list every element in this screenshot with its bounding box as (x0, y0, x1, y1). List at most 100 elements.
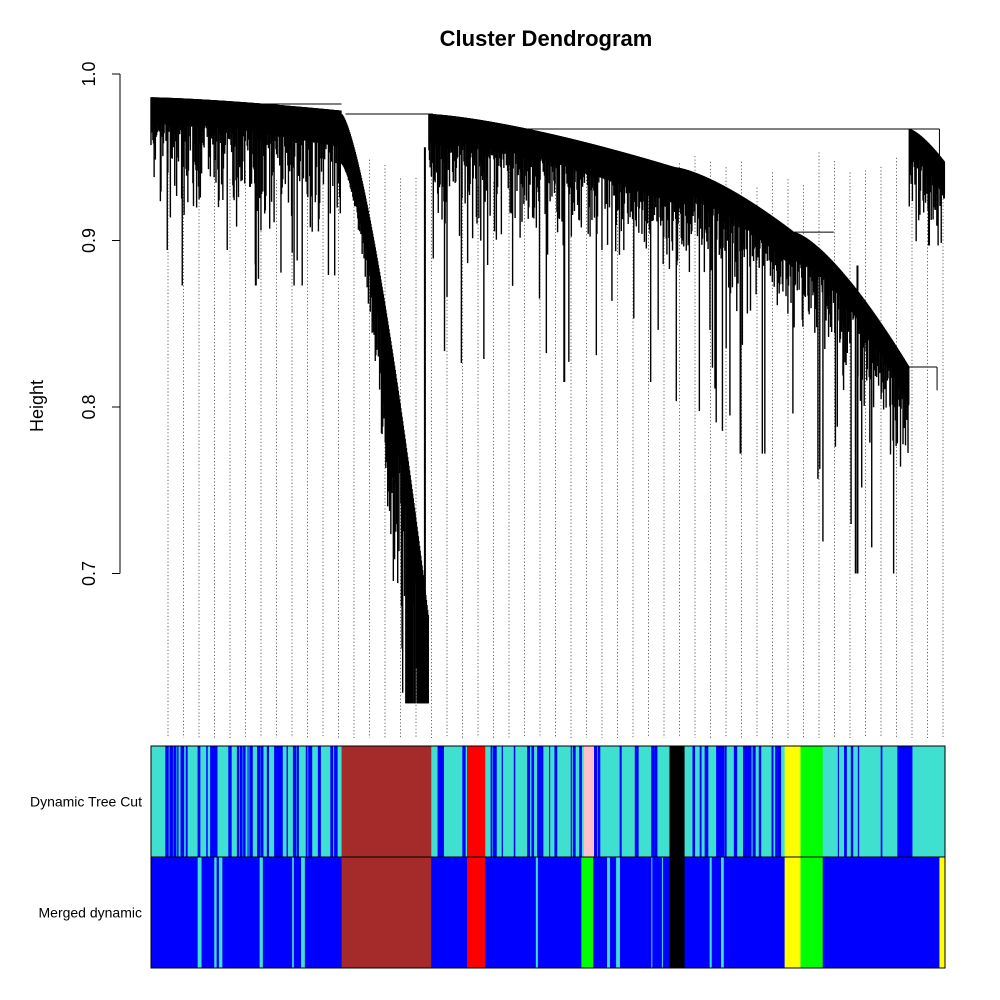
color-stripe (513, 746, 516, 857)
color-stripe (651, 857, 653, 968)
color-stripe (743, 746, 747, 857)
color-stripe (654, 746, 658, 857)
y-axis-label: Height (27, 380, 47, 432)
color-stripe (276, 746, 280, 857)
color-stripe (274, 746, 278, 857)
color-stripe (249, 746, 253, 857)
module-segment (581, 857, 594, 968)
color-stripe (857, 746, 860, 857)
module-segment (784, 746, 801, 857)
color-stripe (570, 746, 572, 857)
color-stripe (661, 857, 663, 968)
leaf-guide-lines (167, 150, 944, 738)
color-stripe (709, 857, 712, 968)
color-stripe (301, 857, 305, 968)
color-stripe (771, 746, 774, 857)
color-stripe (206, 746, 208, 857)
module-segment (583, 746, 595, 857)
module-segment (800, 746, 823, 857)
color-stripe (330, 746, 334, 857)
color-stripe (634, 746, 639, 857)
color-stripe (607, 857, 610, 968)
module-segment (341, 857, 432, 968)
color-stripe (537, 746, 541, 857)
module-segment (784, 857, 801, 968)
color-stripe (593, 746, 598, 857)
color-stripe (704, 746, 709, 857)
module-segment (467, 746, 486, 857)
color-stripe (619, 746, 622, 857)
color-stripe (293, 746, 297, 857)
color-stripe (651, 746, 655, 857)
chart-title: Cluster Dendrogram (440, 26, 653, 51)
color-stripe (165, 746, 168, 857)
module-segment (800, 857, 823, 968)
color-stripe (214, 746, 218, 857)
color-stripe (501, 746, 503, 857)
color-stripe (296, 746, 299, 857)
tree-cluster (150, 97, 342, 286)
color-stripe (212, 746, 216, 857)
color-stripe (747, 746, 751, 857)
dendrogram-tree (150, 97, 946, 704)
color-stripe (180, 746, 185, 857)
color-stripe (692, 746, 695, 857)
color-stripe (266, 746, 269, 857)
color-stripe (535, 857, 538, 968)
color-stripe (305, 746, 308, 857)
color-stripe (247, 746, 249, 857)
color-stripe (880, 746, 883, 857)
color-stripe (758, 746, 762, 857)
color-stripe (733, 746, 737, 857)
color-stripe (721, 857, 724, 968)
color-stripe (752, 746, 756, 857)
color-stripe (214, 857, 217, 968)
color-stripe (837, 746, 839, 857)
tree-cluster (428, 113, 676, 383)
module-segment (467, 857, 486, 968)
color-stripe (292, 857, 294, 968)
tree-canopy (675, 167, 795, 269)
color-stripe (177, 746, 179, 857)
tree-cluster (674, 167, 795, 454)
module-segment (669, 746, 685, 857)
color-stripe (778, 746, 782, 857)
color-stripe (317, 746, 321, 857)
color-stripe (441, 746, 444, 857)
tree-canopy (794, 232, 910, 404)
color-stripe (579, 746, 582, 857)
module-segment (669, 857, 685, 968)
color-stripe (210, 746, 214, 857)
y-tick-label: 1.0 (79, 61, 99, 86)
tree-cluster (340, 113, 429, 704)
color-stripe (716, 746, 720, 857)
color-stripe (549, 746, 551, 857)
color-stripe (243, 746, 246, 857)
color-stripe (169, 746, 172, 857)
color-stripe (531, 746, 535, 857)
color-stripe (527, 746, 531, 857)
color-row-base (151, 857, 945, 968)
color-stripe (844, 746, 846, 857)
color-row: Dynamic Tree Cut (30, 745, 946, 858)
module-color-rows: Dynamic Tree Cut Merged dynamic (30, 745, 946, 969)
color-stripe (308, 746, 313, 857)
y-tick-label: 0.9 (79, 228, 99, 253)
color-stripe (724, 746, 727, 857)
tree-cluster (793, 232, 910, 574)
color-stripe (616, 857, 620, 968)
module-segment (341, 746, 432, 857)
color-stripe (437, 746, 442, 857)
color-stripe (718, 746, 723, 857)
color-stripe (850, 746, 854, 857)
color-stripe (260, 746, 264, 857)
y-tick-label: 0.7 (79, 561, 99, 586)
color-stripe (279, 746, 283, 857)
color-stripe (197, 857, 202, 968)
color-stripe (572, 746, 576, 857)
color-stripe (598, 746, 601, 857)
y-tick-label: 0.8 (79, 394, 99, 419)
color-stripe (229, 746, 232, 857)
tree-cluster (908, 128, 946, 246)
color-stripe (197, 746, 201, 857)
